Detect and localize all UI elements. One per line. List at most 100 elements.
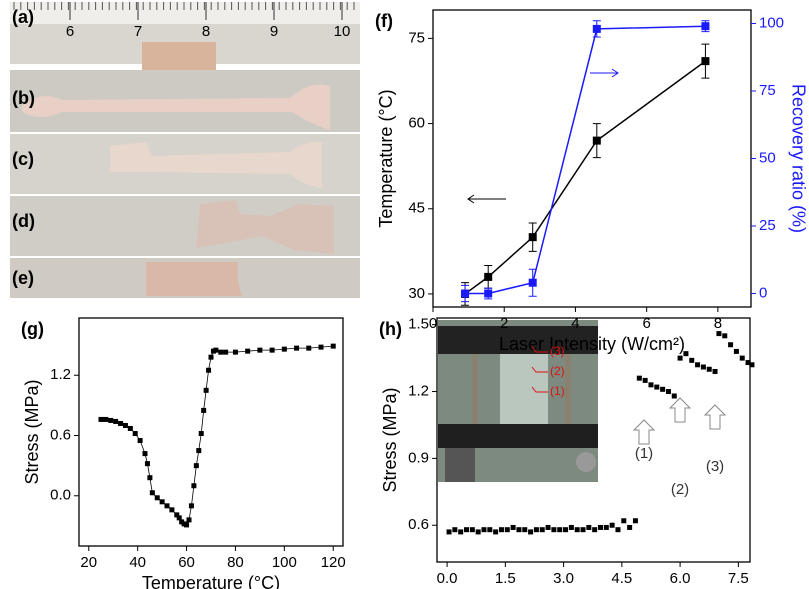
arrow — [468, 195, 506, 203]
marker — [621, 518, 626, 523]
ruler-label: 7 — [134, 23, 142, 40]
sample-a — [142, 42, 216, 74]
marker — [637, 376, 642, 381]
marker — [604, 525, 609, 530]
marker — [461, 290, 469, 298]
x-tick-label: 0 — [429, 315, 437, 332]
panel-label: (h) — [379, 319, 402, 339]
marker — [223, 350, 228, 355]
marker — [643, 378, 648, 383]
marker — [155, 495, 160, 500]
marker — [184, 522, 189, 527]
annotation: (1) — [635, 445, 653, 462]
x-axis-label: Temperature (°C) — [142, 573, 280, 589]
marker — [734, 349, 739, 354]
photo-label: (e) — [12, 268, 34, 288]
marker — [145, 461, 150, 466]
marker — [99, 417, 104, 422]
marker — [654, 385, 659, 390]
marker — [128, 426, 133, 431]
marker — [194, 463, 199, 468]
marker — [319, 345, 324, 350]
marker — [484, 290, 492, 298]
marker — [143, 451, 148, 456]
photo-label: (a) — [12, 7, 34, 27]
marker — [331, 344, 336, 349]
inset-label: (1) — [550, 384, 565, 398]
marker — [701, 22, 709, 30]
marker — [728, 342, 733, 347]
screw — [576, 452, 596, 472]
plot-frame — [433, 10, 751, 307]
y2-axis-label: Recovery ratio (%) — [788, 84, 808, 233]
marker — [563, 527, 568, 532]
ruler — [10, 2, 360, 24]
marker — [270, 348, 275, 353]
y-tick-label: 1.2 — [408, 383, 429, 400]
plot-area — [461, 21, 709, 305]
y-tick-label: 0.6 — [50, 426, 71, 443]
marker — [458, 529, 463, 534]
marker — [546, 525, 551, 530]
arrow — [590, 69, 618, 77]
hollow-arrow — [705, 405, 725, 429]
marker — [695, 362, 700, 367]
marker — [147, 475, 152, 480]
sample-e — [146, 262, 242, 296]
marker — [701, 365, 706, 370]
marker — [257, 348, 262, 353]
marker — [633, 518, 638, 523]
marker — [586, 525, 591, 530]
marker — [206, 368, 211, 373]
marker — [528, 529, 533, 534]
y2-tick-label: 0 — [759, 284, 767, 301]
y2-tick-label: 50 — [759, 149, 776, 166]
marker — [481, 527, 486, 532]
marker — [108, 418, 113, 423]
marker — [534, 527, 539, 532]
marker — [529, 233, 537, 241]
photo-label: (d) — [12, 211, 35, 231]
sample — [500, 354, 548, 426]
y-tick-label: 30 — [408, 285, 425, 302]
marker — [169, 507, 174, 512]
marker — [204, 388, 209, 393]
marker — [476, 529, 481, 534]
marker — [499, 527, 504, 532]
marker — [511, 525, 516, 530]
x-tick-label: 6.0 — [670, 570, 691, 587]
marker — [209, 355, 214, 360]
y2-tick-label: 25 — [759, 217, 776, 234]
marker — [683, 351, 688, 356]
marker — [199, 431, 204, 436]
marker — [123, 423, 128, 428]
marker — [294, 346, 299, 351]
x-tick-label: 7.5 — [728, 570, 749, 587]
marker — [610, 523, 615, 528]
rod — [472, 354, 478, 424]
photo-panels — [10, 2, 360, 298]
inset-label: (2) — [550, 364, 565, 378]
marker — [493, 529, 498, 534]
marker — [701, 57, 709, 65]
x-tick-label: 4.5 — [611, 570, 632, 587]
marker — [447, 529, 452, 534]
x-tick-label: 80 — [227, 554, 244, 571]
marker — [598, 525, 603, 530]
hollow-arrow — [670, 398, 690, 422]
x-tick-label: 120 — [321, 554, 346, 571]
marker — [648, 382, 653, 387]
marker — [213, 348, 218, 353]
marker — [516, 527, 521, 532]
photo-label: (b) — [12, 88, 35, 108]
y-axis-label: Stress (MPa) — [22, 379, 42, 484]
marker — [138, 438, 143, 443]
marker — [191, 483, 196, 488]
marker — [464, 527, 469, 532]
marker — [569, 525, 574, 530]
x-axis-label: Laser Intensity (W/cm²) — [499, 334, 685, 354]
marker — [201, 408, 206, 413]
marker — [672, 393, 677, 398]
ruler-label: 9 — [270, 23, 278, 40]
y-tick-label: 1.2 — [50, 366, 71, 383]
